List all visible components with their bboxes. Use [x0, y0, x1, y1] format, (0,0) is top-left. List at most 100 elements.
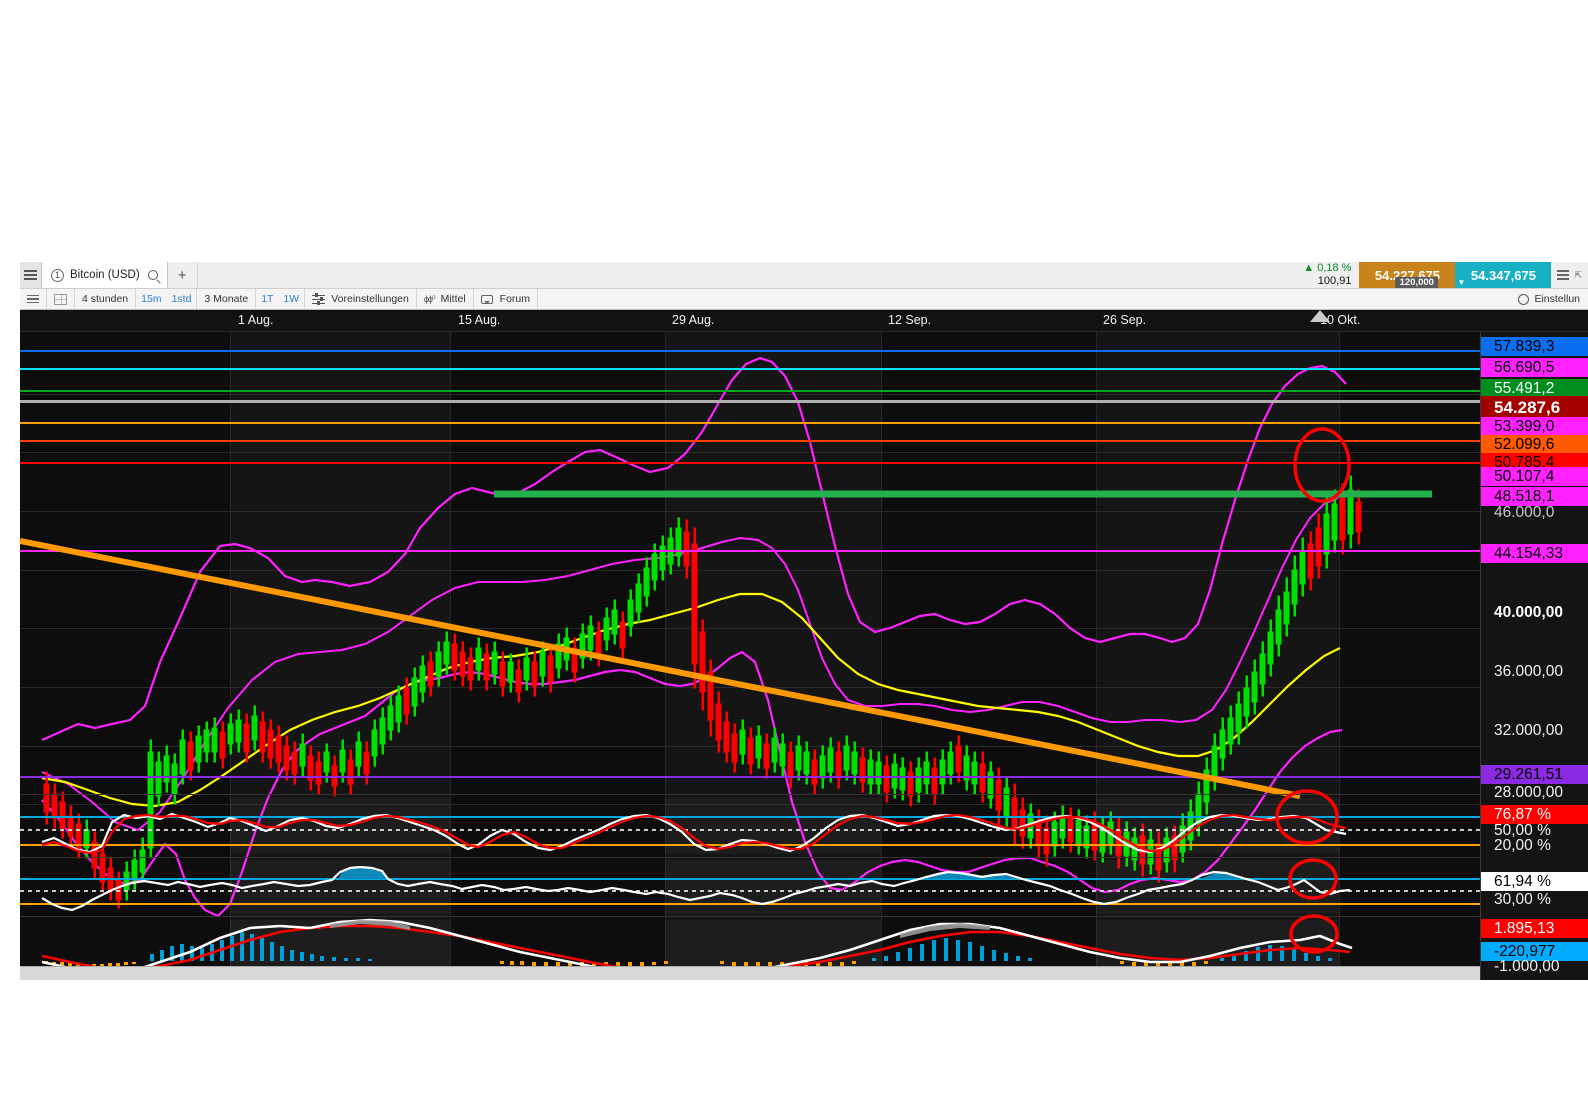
range-1t[interactable]: 1T: [261, 293, 274, 305]
grid-icon: [54, 293, 67, 305]
price-tag-55491[interactable]: 55.491,2: [1481, 379, 1588, 398]
hline-resistance-blue[interactable]: [20, 350, 1480, 352]
price-tag-52099[interactable]: 52.099,6: [1481, 435, 1588, 454]
hline-support-violet[interactable]: [20, 776, 1480, 778]
speech-bubble-icon: [480, 294, 493, 304]
quote-bid[interactable]: 54.227,675 ▼ 120,000: [1359, 262, 1456, 288]
range-display[interactable]: 3 Monate: [197, 289, 257, 309]
macd-circle: [1289, 914, 1339, 954]
v-gridline-2: [665, 332, 666, 980]
price-tick-40000: 40.000,00: [1494, 604, 1563, 621]
tab-bar-spacer: [198, 262, 1296, 288]
timeframe-15m[interactable]: 15m: [141, 293, 162, 305]
v-gridline-4: [1096, 332, 1097, 980]
hline-resistance-cyan[interactable]: [20, 368, 1480, 370]
hline-support-red[interactable]: [20, 462, 1480, 464]
price-tag-56690[interactable]: 56.690,5: [1481, 358, 1588, 377]
quote-ask-value: 54.347,675: [1470, 267, 1536, 283]
rsi-tag-6194[interactable]: 61,94 %: [1481, 872, 1588, 891]
h-gridline-4: [20, 628, 1480, 629]
list-lines-icon: [27, 293, 39, 305]
stoch-d-line: [41, 813, 1347, 855]
hline-resistance-green[interactable]: [20, 390, 1480, 392]
tab-bitcoin-usd[interactable]: 1 Bitcoin (USD): [42, 262, 168, 288]
list-icon[interactable]: [1557, 268, 1570, 282]
grid-layout-button[interactable]: [47, 289, 75, 309]
toolbar-empty-cell: [538, 289, 1518, 309]
price-axis[interactable]: 57.839,3 56.690,5 55.491,2 54.287,6 53.3…: [1480, 332, 1588, 980]
annotation-layer[interactable]: [20, 310, 1480, 980]
price-tick-32000: 32.000,00: [1494, 722, 1563, 739]
price-tick-28000: 28.000,00: [1494, 784, 1563, 801]
settings-button[interactable]: Einstellun: [1518, 289, 1588, 309]
tab-number-badge: 1: [51, 268, 64, 282]
plot-area[interactable]: 57.839,3 56.690,5 55.491,2 54.287,6 53.3…: [20, 310, 1588, 980]
price-tick-36000: 36.000,00: [1494, 663, 1563, 680]
x-tick-4: 26 Sep.: [1103, 313, 1147, 327]
waveform-icon: ϕϕ⁰: [423, 293, 436, 304]
chart-canvas[interactable]: 1 Aug. 15 Aug. 29 Aug. 12 Sep. 26 Sep. 1…: [20, 310, 1588, 980]
quote-ask[interactable]: 54.347,675 ▼: [1455, 262, 1552, 288]
bollinger-lower: [41, 650, 1343, 918]
menu-icon[interactable]: [20, 262, 42, 288]
presets-button[interactable]: Voreinstellungen: [305, 289, 417, 309]
add-tab-button[interactable]: +: [168, 262, 198, 288]
panel-separator-2: [20, 857, 1480, 858]
timeframe-1std[interactable]: 1std: [167, 289, 198, 309]
quote-change-abs: 100,91: [1317, 275, 1352, 287]
layout-list-button[interactable]: [20, 289, 47, 309]
x-axis[interactable]: 1 Aug. 15 Aug. 29 Aug. 12 Sep. 26 Sep. 1…: [20, 310, 1588, 332]
stoch-tick-50: 50,00 %: [1494, 822, 1551, 839]
price-breakout-circle: [1293, 427, 1351, 503]
candlestick-layer: [43, 475, 1362, 909]
trading-chart-window: 1 Bitcoin (USD) + ▲ 0,18 % 100,91 54.227…: [20, 262, 1588, 980]
price-tag-current-54287[interactable]: 54.287,6: [1481, 396, 1588, 420]
x-tick-0: 1 Aug.: [238, 313, 274, 327]
average-button[interactable]: ϕϕ⁰ Mittel: [417, 289, 474, 309]
hline-support-orange[interactable]: [20, 422, 1480, 424]
h-gridline-2: [20, 511, 1480, 512]
price-tag-50107[interactable]: 50.107,4: [1481, 467, 1588, 486]
quote-change-pct: ▲ 0,18 %: [1303, 262, 1352, 275]
stochastic-circle: [1275, 789, 1339, 845]
bollinger-upper: [41, 356, 1347, 742]
range-1w[interactable]: 1W: [278, 289, 306, 309]
stoch-tag-7687[interactable]: 76,87 %: [1481, 805, 1588, 824]
price-tag-29261[interactable]: 29.261,51: [1481, 765, 1588, 784]
hline-current-price-grey[interactable]: [20, 400, 1480, 403]
window-controls: ⇱: [1551, 262, 1588, 288]
x-tick-5: 10 Okt.: [1320, 313, 1361, 327]
forum-label: Forum: [499, 293, 531, 305]
search-icon[interactable]: [147, 270, 158, 280]
hline-support-red-orange[interactable]: [20, 440, 1480, 442]
x-tick-1: 15 Aug.: [458, 313, 501, 327]
rsi-line: [41, 865, 1351, 912]
macd-tag-220977[interactable]: -220,977: [1481, 942, 1588, 961]
sliders-icon: [312, 293, 326, 305]
price-tag-53399[interactable]: 53.399,0: [1481, 417, 1588, 436]
quote-panel: ▲ 0,18 % 100,91 54.227,675 ▼ 120,000 54.…: [1295, 262, 1552, 288]
tab-bar: 1 Bitcoin (USD) + ▲ 0,18 % 100,91 54.227…: [20, 262, 1588, 289]
hline-support-magenta[interactable]: [20, 550, 1480, 552]
price-tag-57839[interactable]: 57.839,3: [1481, 337, 1588, 356]
h-gridline-1: [20, 452, 1480, 453]
stochastic-panel[interactable]: [20, 332, 1480, 980]
x-tick-2: 29 Aug.: [672, 313, 715, 327]
macd-tag-189513[interactable]: 1.895,13: [1481, 919, 1588, 938]
price-tag-44154[interactable]: 44.154,33: [1481, 544, 1588, 563]
macd-histogram: [44, 932, 1332, 970]
v-gridline-1: [450, 332, 451, 980]
h-gridline-7: [20, 804, 1480, 805]
price-tag-48518[interactable]: 48.518,1: [1481, 487, 1588, 506]
rsi-panel[interactable]: [20, 332, 1480, 980]
v-gridline-5: [1339, 332, 1340, 980]
stoch-tick-20: 20,00 %: [1494, 837, 1551, 854]
timeframe-display[interactable]: 4 stunden: [75, 289, 137, 309]
marker-arrow-up-icon: [1310, 310, 1330, 322]
expand-icon[interactable]: ⇱: [1574, 269, 1582, 280]
forum-button[interactable]: Forum: [474, 289, 539, 309]
chart-footer-scrollbar[interactable]: [20, 966, 1588, 980]
macd-panel[interactable]: [20, 332, 1480, 980]
x-tick-3: 12 Sep.: [888, 313, 932, 327]
price-tick-46000: 46.000,0: [1494, 504, 1555, 521]
